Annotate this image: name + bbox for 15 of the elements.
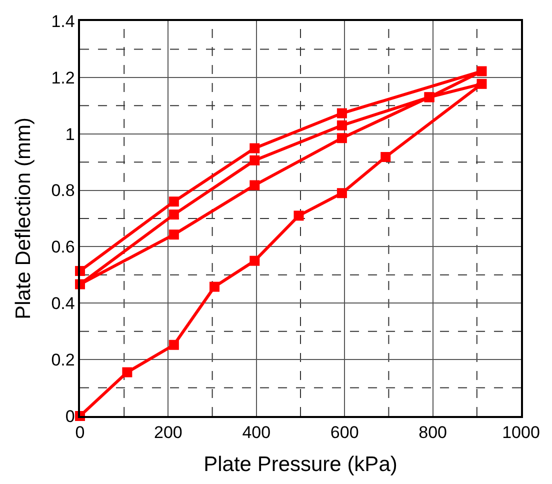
y-tick-label: 0.8 — [51, 181, 75, 200]
x-tick-label: 1000 — [502, 423, 540, 442]
x-tick-label: 400 — [242, 423, 271, 442]
y-tick-label: 1.4 — [51, 12, 75, 31]
y-tick-label: 1.2 — [51, 68, 75, 88]
x-tick-label: 200 — [154, 423, 182, 442]
y-tick-label: 0 — [65, 406, 75, 426]
x-tick-label: 800 — [418, 423, 447, 442]
x-axis-title: Plate Pressure (kPa) — [204, 452, 398, 476]
y-tick-label: 1 — [65, 124, 75, 144]
y-tick-label: 0.2 — [51, 350, 75, 370]
x-tick-label: 600 — [330, 423, 359, 442]
y-tick-label: 0.6 — [51, 238, 75, 257]
y-axis-title: Plate Deflection (mm) — [12, 118, 35, 320]
y-tick-label: 0.4 — [51, 294, 75, 314]
